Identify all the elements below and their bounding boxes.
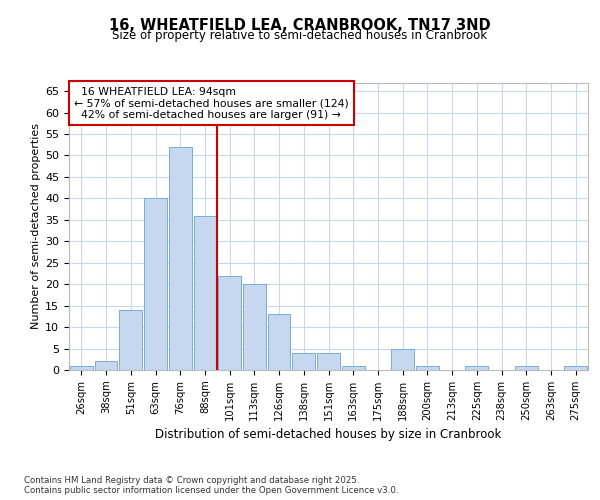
Y-axis label: Number of semi-detached properties: Number of semi-detached properties (31, 123, 41, 329)
Bar (268, 314, 290, 370)
Text: 16 WHEATFIELD LEA: 94sqm
← 57% of semi-detached houses are smaller (124)
  42% o: 16 WHEATFIELD LEA: 94sqm ← 57% of semi-d… (74, 87, 349, 120)
Bar (416, 366, 439, 370)
Text: Size of property relative to semi-detached houses in Cranbrook: Size of property relative to semi-detach… (112, 28, 488, 42)
Text: Contains HM Land Registry data © Crown copyright and database right 2025.
Contai: Contains HM Land Registry data © Crown c… (24, 476, 398, 495)
Bar (70, 366, 93, 370)
Bar (169, 147, 191, 370)
Bar (194, 216, 216, 370)
Bar (119, 310, 142, 370)
Bar (515, 366, 538, 370)
Bar (342, 366, 365, 370)
Bar (243, 284, 266, 370)
Bar (95, 362, 118, 370)
Bar (292, 353, 315, 370)
Text: 16, WHEATFIELD LEA, CRANBROOK, TN17 3ND: 16, WHEATFIELD LEA, CRANBROOK, TN17 3ND (109, 18, 491, 32)
Bar (466, 366, 488, 370)
Bar (317, 353, 340, 370)
Bar (144, 198, 167, 370)
Bar (564, 366, 587, 370)
Bar (391, 348, 414, 370)
Bar (218, 276, 241, 370)
X-axis label: Distribution of semi-detached houses by size in Cranbrook: Distribution of semi-detached houses by … (155, 428, 502, 442)
